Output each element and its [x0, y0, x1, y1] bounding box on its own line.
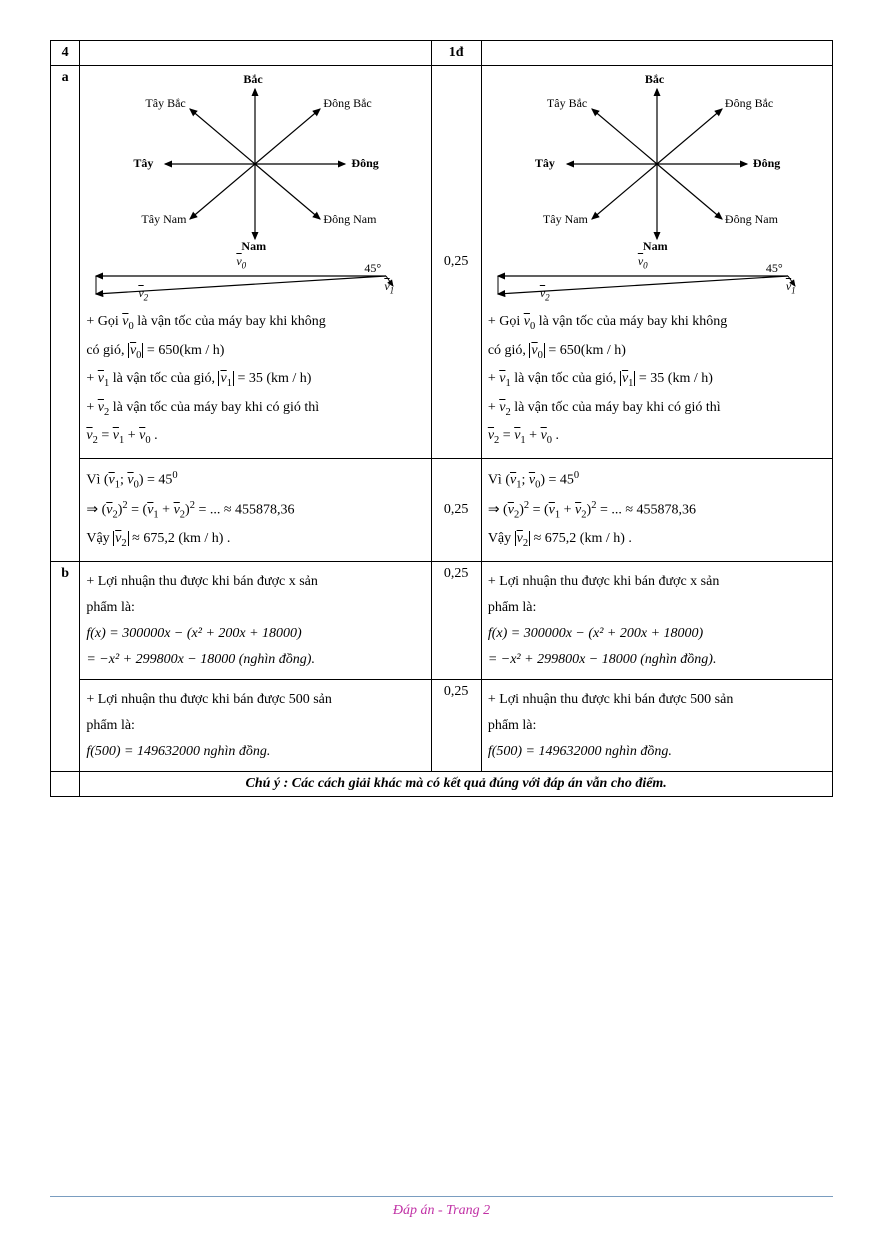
row-b-block1: b + Lợi nhuận thu được khi bán được x sả… — [51, 561, 833, 679]
pts-b1: 0,25 — [431, 561, 481, 679]
v1-label-r: v1 — [786, 279, 796, 295]
label-sw-r: Tây Nam — [543, 212, 588, 227]
a2-line2-r: ⇒ (v2)2 = (v1 + v2)2 = ... ≈ 455878,36 — [488, 498, 826, 523]
a2-line2: ⇒ (v2)2 = (v1 + v2)2 = ... ≈ 455878,36 — [86, 498, 424, 523]
empty-header-right — [481, 41, 832, 66]
label-se: Đông Nam — [323, 212, 376, 227]
row-a-label: a — [51, 66, 80, 562]
b2-line2: phẩm là: — [86, 715, 424, 736]
row-b-label: b — [51, 561, 80, 771]
b1-line1-r: + Lợi nhuận thu được khi bán được x sản — [488, 571, 826, 592]
a2-line1-r: Vì (v1; v0) = 450 — [488, 468, 826, 493]
b1-line3-r: f(x) = 300000x − (x² + 200x + 18000) — [488, 623, 826, 644]
cell-b2-left: + Lợi nhuận thu được khi bán được 500 sả… — [80, 679, 431, 771]
label-south: Nam — [241, 239, 266, 254]
b1-line4-r: = −x² + 299800x − 18000 (nghìn đồng). — [488, 649, 826, 670]
b1-line3: f(x) = 300000x − (x² + 200x + 18000) — [86, 623, 424, 644]
header-row: 4 1đ — [51, 41, 833, 66]
b2-line3: f(500) = 149632000 nghìn đồng. — [86, 741, 424, 762]
b1-line2: phẩm là: — [86, 597, 424, 618]
answer-table: 4 1đ a — [50, 40, 833, 797]
note-row: Chú ý : Các cách giải khác mà có kết quả… — [51, 771, 833, 796]
b2-line2-r: phẩm là: — [488, 715, 826, 736]
label-sw: Tây Nam — [141, 212, 186, 227]
label-south-r: Nam — [643, 239, 668, 254]
angle-label: 45° — [364, 261, 381, 276]
pts-b2: 0,25 — [431, 679, 481, 771]
cell-b1-left: + Lợi nhuận thu được khi bán được x sản … — [80, 561, 431, 679]
a1-line4-r: + v2 là vận tốc của máy bay khi có gió t… — [488, 397, 826, 421]
cell-a2-right: Vì (v1; v0) = 450 ⇒ (v2)2 = (v1 + v2)2 =… — [481, 458, 832, 561]
vector-diagram-r: v0 v2 v1 45° — [488, 256, 798, 306]
note-q — [51, 771, 80, 796]
empty-header-left — [80, 41, 431, 66]
label-nw-r: Tây Bắc — [547, 96, 587, 111]
v0-label: v0 — [236, 254, 246, 270]
label-nw: Tây Bắc — [145, 96, 185, 111]
a2-line3: Vậy v2 ≈ 675,2 (km / h) . — [86, 528, 424, 552]
a2-line3-r: Vậy v2 ≈ 675,2 (km / h) . — [488, 528, 826, 552]
compass-diagram-r: Bắc Nam Đông Tây Đông Bắc Tây Bắc Đông N… — [517, 74, 797, 254]
cell-a1-left: Bắc Nam Đông Tây Đông Bắc Tây Bắc Đông N… — [80, 66, 431, 459]
points-header: 1đ — [431, 41, 481, 66]
cell-a2-left: Vì (v1; v0) = 450 ⇒ (v2)2 = (v1 + v2)2 =… — [80, 458, 431, 561]
v2-label-r: v2 — [540, 286, 550, 302]
label-west: Tây — [133, 156, 153, 171]
pts-a1: 0,25 — [431, 66, 481, 459]
a1-line1: + Gọi v0 là vận tốc của máy bay khi khôn… — [86, 311, 424, 335]
label-north-r: Bắc — [645, 72, 664, 87]
a1-line5: v2 = v1 + v0 . — [86, 425, 424, 449]
b2-line1: + Lợi nhuận thu được khi bán được 500 sả… — [86, 689, 424, 710]
b1-line1: + Lợi nhuận thu được khi bán được x sản — [86, 571, 424, 592]
cell-b2-right: + Lợi nhuận thu được khi bán được 500 sả… — [481, 679, 832, 771]
pts-a2: 0,25 — [431, 458, 481, 561]
a1-line5-r: v2 = v1 + v0 . — [488, 425, 826, 449]
v2-label: v2 — [138, 286, 148, 302]
compass-diagram: Bắc Nam Đông Tây Đông Bắc Tây Bắc Đông N… — [115, 74, 395, 254]
a1-line4: + v2 là vận tốc của máy bay khi có gió t… — [86, 397, 424, 421]
a1-line3-r: + v1 là vận tốc của gió, v1 = 35 (km / h… — [488, 368, 826, 392]
row-b-block2: + Lợi nhuận thu được khi bán được 500 sả… — [51, 679, 833, 771]
label-west-r: Tây — [535, 156, 555, 171]
vector-diagram: v0 v2 v1 45° — [86, 256, 396, 306]
note-text: Chú ý : Các cách giải khác mà có kết quả… — [80, 771, 833, 796]
question-number: 4 — [51, 41, 80, 66]
label-ne: Đông Bắc — [323, 96, 371, 111]
a1-line3: + v1 là vận tốc của gió, v1 = 35 (km / h… — [86, 368, 424, 392]
row-a-block2: Vì (v1; v0) = 450 ⇒ (v2)2 = (v1 + v2)2 =… — [51, 458, 833, 561]
label-east: Đông — [351, 156, 378, 171]
v0-label-r: v0 — [638, 254, 648, 270]
page: 4 1đ a — [0, 0, 883, 847]
label-north: Bắc — [243, 72, 262, 87]
page-footer: Đáp án - Trang 2 — [50, 1196, 833, 1219]
label-ne-r: Đông Bắc — [725, 96, 773, 111]
v1-label: v1 — [384, 279, 394, 295]
a2-line1: Vì (v1; v0) = 450 — [86, 468, 424, 493]
b1-line2-r: phẩm là: — [488, 597, 826, 618]
cell-b1-right: + Lợi nhuận thu được khi bán được x sản … — [481, 561, 832, 679]
a1-line1-r: + Gọi v0 là vận tốc của máy bay khi khôn… — [488, 311, 826, 335]
b2-line3-r: f(500) = 149632000 nghìn đồng. — [488, 741, 826, 762]
a1-line2: có gió, v0 = 650(km / h) — [86, 340, 424, 364]
a1-line2-r: có gió, v0 = 650(km / h) — [488, 340, 826, 364]
angle-label-r: 45° — [766, 261, 783, 276]
b1-line4: = −x² + 299800x − 18000 (nghìn đồng). — [86, 649, 424, 670]
label-east-r: Đông — [753, 156, 780, 171]
cell-a1-right: Bắc Nam Đông Tây Đông Bắc Tây Bắc Đông N… — [481, 66, 832, 459]
label-se-r: Đông Nam — [725, 212, 778, 227]
b2-line1-r: + Lợi nhuận thu được khi bán được 500 sả… — [488, 689, 826, 710]
row-a-block1: a — [51, 66, 833, 459]
